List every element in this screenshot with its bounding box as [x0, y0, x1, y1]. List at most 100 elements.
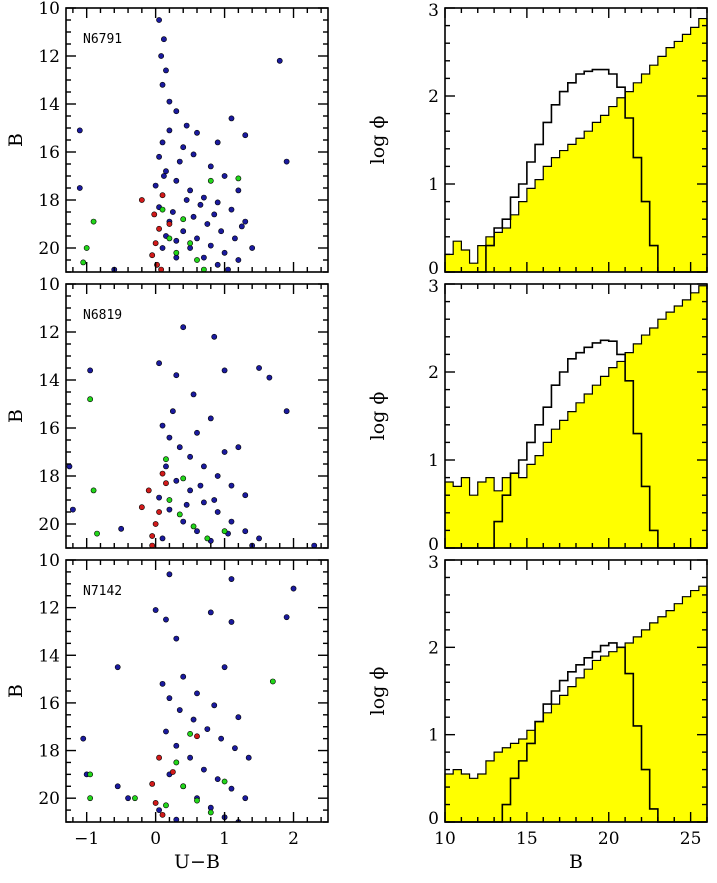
y-tick-label: 1: [428, 451, 439, 471]
field-histogram: [444, 17, 708, 273]
data-point: [173, 108, 180, 115]
data-point: [249, 245, 256, 251]
data-point: [87, 396, 94, 403]
y-tick-label: 16: [38, 143, 60, 163]
data-point: [163, 168, 169, 175]
data-point: [87, 771, 94, 778]
lf-panel-5: 0 1 2 3 10 15 20 25 log ϕ B: [367, 553, 708, 873]
data-point: [242, 218, 249, 225]
y-tick-label: 0: [428, 259, 439, 279]
data-point: [207, 804, 214, 811]
plot-frame: [65, 7, 329, 273]
data-point: [187, 730, 194, 737]
data-point: [156, 807, 162, 813]
data-point: [290, 585, 297, 592]
data-point: [114, 783, 121, 790]
y-axis-label: log ϕ: [367, 116, 389, 165]
data-point: [235, 257, 242, 263]
data-point: [221, 367, 228, 374]
data-point: [90, 218, 97, 225]
data-point: [161, 173, 167, 179]
data-point: [211, 497, 218, 503]
data-point: [256, 535, 262, 542]
data-point: [163, 480, 169, 487]
data-point: [161, 36, 167, 43]
data-point: [187, 487, 194, 494]
data-point: [228, 619, 235, 625]
data-point: [194, 690, 200, 697]
data-point: [173, 237, 180, 244]
data-point: [180, 324, 187, 331]
data-point: [228, 482, 235, 489]
data-point: [114, 664, 121, 671]
lf-panel-1: 0 1 2 3 log ϕ: [367, 1, 708, 279]
data-point: [242, 132, 249, 139]
data-point: [183, 122, 190, 129]
data-point: [190, 213, 197, 220]
cluster-histogram: [445, 68, 707, 273]
data-point: [149, 780, 156, 787]
data-point: [221, 173, 228, 179]
data-point: [266, 374, 273, 381]
data-point: [159, 245, 166, 251]
data-point: [242, 528, 249, 535]
y-tick-label: 20: [38, 515, 60, 535]
data-point: [152, 800, 159, 806]
y-tick-label: 1: [428, 175, 439, 195]
data-point: [176, 158, 183, 165]
data-point: [83, 245, 90, 251]
data-point: [132, 795, 138, 802]
data-point: [152, 182, 159, 189]
data-point: [194, 257, 200, 263]
data-point: [173, 759, 180, 766]
y-tick-label: 12: [38, 599, 60, 619]
y-tick-label: 0: [428, 535, 439, 555]
data-point: [194, 733, 200, 740]
data-point: [214, 139, 221, 146]
data-point: [173, 254, 180, 261]
data-point: [159, 535, 166, 542]
data-point: [149, 252, 156, 259]
y-tick-label: 1: [428, 726, 439, 746]
data-point: [200, 766, 207, 773]
data-point: [159, 470, 166, 477]
data-point: [176, 511, 183, 518]
y-tick-label: 18: [38, 742, 60, 762]
data-point: [207, 809, 214, 816]
x-tick-label: 20: [598, 829, 620, 849]
data-point: [204, 535, 211, 542]
data-point: [194, 528, 200, 535]
data-point: [194, 797, 200, 804]
data-point: [221, 249, 228, 256]
cmd-panel-N6819: 10 12 14 16 18 20 B N6819: [5, 275, 329, 549]
data-point: [176, 444, 183, 451]
data-point: [311, 542, 318, 548]
y-axis-label: B: [5, 409, 27, 423]
data-point: [245, 754, 252, 761]
data-point: [163, 67, 169, 74]
cluster-histogram: [445, 642, 707, 823]
points-group: [66, 324, 318, 548]
data-point: [207, 177, 214, 184]
panel-label: N7142: [83, 584, 122, 599]
y-tick-label: 16: [38, 419, 60, 439]
data-point: [180, 673, 187, 680]
data-point: [76, 127, 83, 134]
y-tick-label: 0: [428, 809, 439, 829]
data-point: [163, 802, 169, 809]
x-axis-label: U−B: [174, 851, 220, 873]
field-histogram: [444, 285, 708, 549]
x-tick-label: 1: [219, 829, 230, 849]
data-point: [214, 776, 221, 783]
field-histogram: [444, 585, 708, 823]
y-tick-label: 3: [428, 1, 439, 21]
y-tick-label: 3: [428, 553, 439, 573]
data-point: [214, 509, 221, 515]
data-point: [235, 444, 242, 451]
data-point: [173, 249, 180, 256]
data-point: [187, 245, 194, 251]
data-point: [180, 783, 187, 790]
data-point: [180, 228, 187, 235]
data-point: [207, 163, 214, 170]
